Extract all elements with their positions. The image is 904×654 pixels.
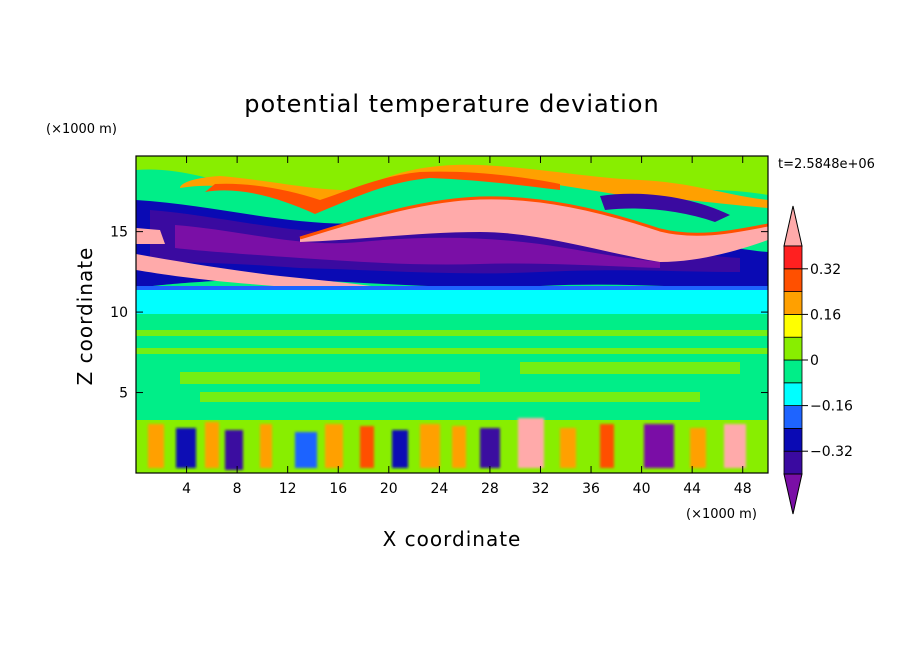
plot-frame — [135, 155, 769, 474]
colorbar-swatch — [783, 313, 803, 338]
colorbar-label: −0.16 — [810, 399, 853, 415]
y-axis: 5 10 15 — [110, 225, 768, 402]
colorbar-label: 0.32 — [810, 262, 841, 278]
colorbar-swatch — [783, 291, 803, 315]
contour-field — [136, 156, 768, 473]
y-tick-label: 10 — [110, 305, 128, 321]
y-tick-label: 15 — [110, 225, 128, 241]
colorbar-min-triangle — [783, 473, 803, 515]
colorbar-swatch — [783, 427, 803, 452]
y-tick-label: 5 — [119, 386, 128, 402]
x-axis-label: X coordinate — [383, 527, 522, 551]
upper-cold-blob — [600, 193, 730, 222]
chart-title: potential temperature deviation — [244, 90, 659, 118]
warm-filament-far-left — [136, 228, 165, 244]
x-tick-label: 20 — [380, 481, 398, 497]
x-tick-label: 12 — [279, 481, 297, 497]
x-tick-label: 4 — [182, 481, 191, 497]
tropopause-edge-upper — [136, 286, 768, 290]
warm-filament-rim — [299, 196, 768, 240]
colorbar-swatch — [783, 450, 803, 475]
colorbar-swatch — [783, 405, 803, 429]
colorbar-label: −0.32 — [810, 444, 853, 460]
x-tick-label: 40 — [633, 481, 651, 497]
colorbar-swatch — [783, 245, 803, 270]
x-axis: 4 8 12 16 20 24 28 32 36 40 44 48 — [182, 156, 752, 497]
time-label: t=2.5848e+06 — [778, 157, 875, 172]
warm-filament-upper — [300, 197, 768, 262]
colorbar: 0.32 0.16 0 −0.16 −0.32 — [783, 205, 853, 515]
x-tick-label: 8 — [233, 481, 242, 497]
x-tick-label: 44 — [683, 481, 701, 497]
troposphere-warm-streaks — [136, 330, 768, 402]
x-tick-label: 36 — [582, 481, 600, 497]
colorbar-swatch — [783, 268, 803, 292]
colorbar-max-triangle — [783, 205, 803, 247]
colorbar-label: 0 — [810, 353, 819, 369]
warm-filament-left — [136, 254, 400, 296]
x-tick-label: 32 — [532, 481, 550, 497]
upper-hot-core — [205, 171, 560, 214]
tropopause-band — [136, 288, 768, 314]
y-unit-label: (×1000 m) — [46, 122, 117, 137]
colorbar-swatch — [783, 382, 803, 406]
colorbar-swatch — [783, 359, 803, 384]
boundary-layer-cells — [148, 418, 746, 470]
x-tick-label: 28 — [481, 481, 499, 497]
x-tick-label: 48 — [734, 481, 752, 497]
cold-deep-core — [175, 225, 660, 268]
colorbar-swatch — [783, 336, 803, 361]
y-axis-label: Z coordinate — [73, 247, 97, 386]
x-unit-label: (×1000 m) — [686, 507, 757, 522]
colorbar-label: 0.16 — [810, 307, 841, 323]
x-tick-label: 24 — [430, 481, 448, 497]
x-tick-label: 16 — [329, 481, 347, 497]
